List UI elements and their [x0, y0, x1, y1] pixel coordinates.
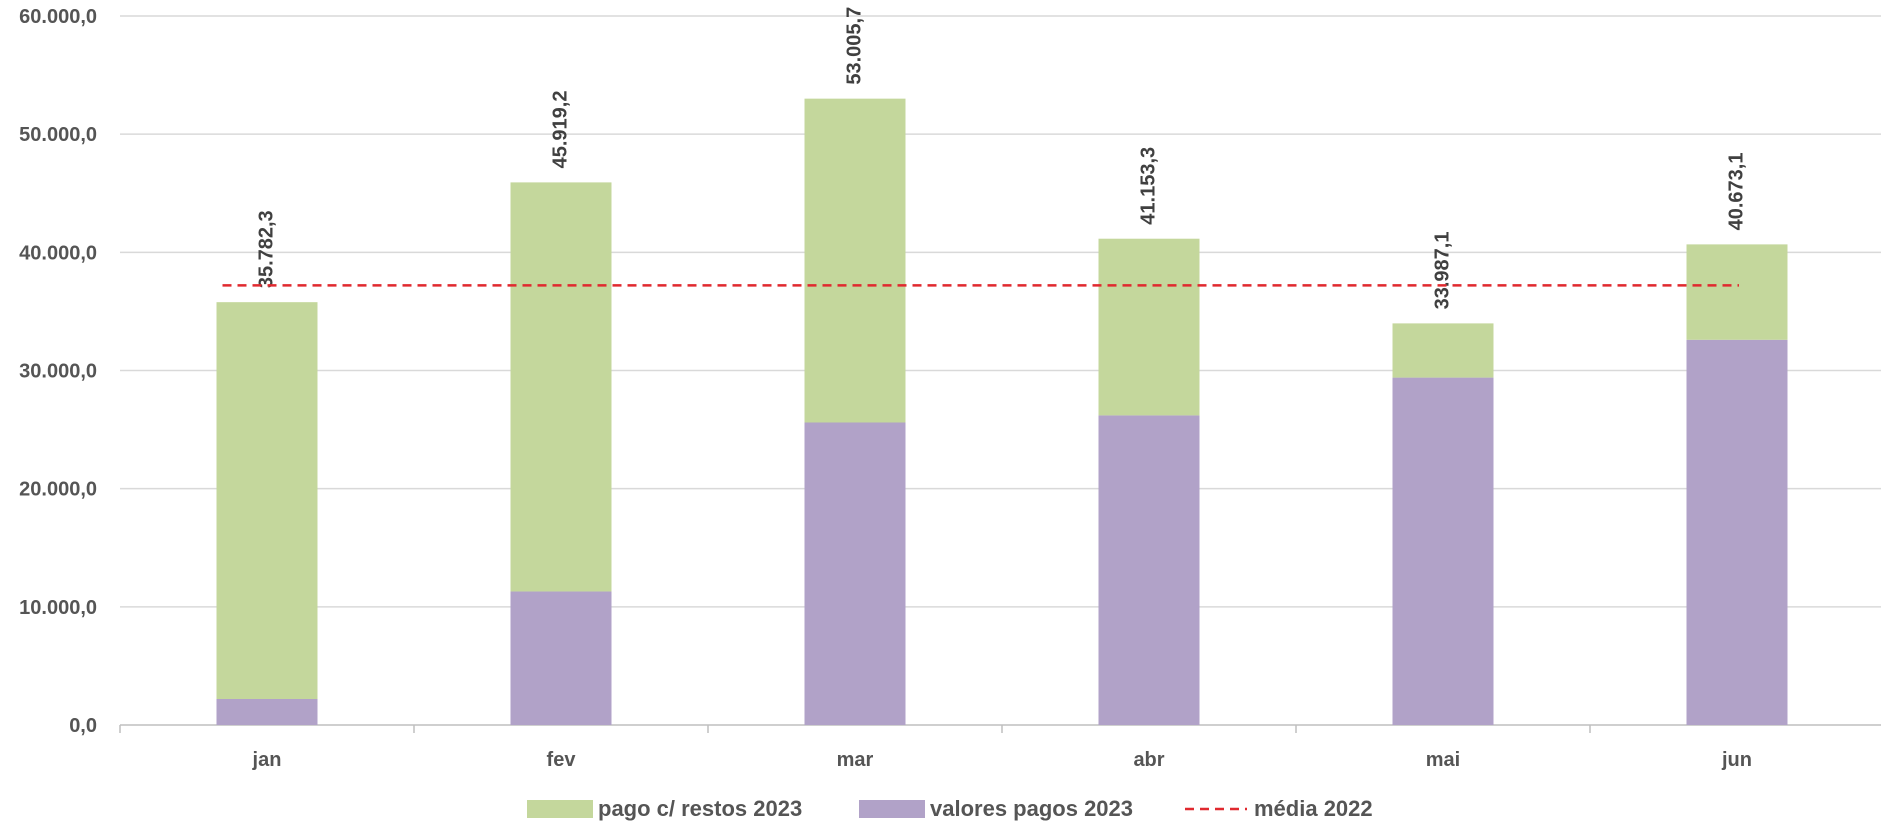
y-tick-label: 0,0: [69, 715, 97, 737]
bar-segment-valores-pagos: [510, 591, 612, 725]
legend-swatch: [527, 800, 593, 818]
y-tick-label: 30.000,0: [19, 361, 97, 383]
x-tick-label: jun: [1721, 749, 1752, 771]
bar-segment-pago-restos: [1392, 323, 1494, 378]
y-tick-label: 10.000,0: [19, 597, 97, 619]
bar-segment-pago-restos: [804, 98, 906, 423]
bar-segment-pago-restos: [1686, 244, 1788, 340]
y-tick-label: 40.000,0: [19, 242, 97, 264]
x-tick-label: fev: [547, 749, 577, 771]
x-tick-label: jan: [252, 749, 282, 771]
bar-segment-valores-pagos: [216, 699, 318, 725]
bar-segment-valores-pagos: [804, 422, 906, 725]
data-label: 33.987,1: [1431, 232, 1453, 310]
data-label: 53.005,7: [843, 7, 865, 85]
legend-label: valores pagos 2023: [930, 796, 1133, 821]
data-label: 35.782,3: [255, 210, 277, 288]
y-tick-label: 20.000,0: [19, 479, 97, 501]
y-tick-label: 50.000,0: [19, 124, 97, 146]
data-label: 45.919,2: [549, 91, 571, 169]
x-tick-label: mai: [1426, 749, 1460, 771]
bar-segment-pago-restos: [1098, 238, 1200, 416]
legend-label: pago c/ restos 2023: [598, 796, 802, 821]
x-tick-label: mar: [837, 749, 874, 771]
bar-segment-pago-restos: [216, 302, 318, 700]
x-tick-label: abr: [1133, 749, 1164, 771]
data-label: 40.673,1: [1725, 153, 1747, 231]
data-label: 41.153,3: [1137, 147, 1159, 225]
bar-segment-valores-pagos: [1686, 339, 1788, 725]
bar-segment-valores-pagos: [1098, 415, 1200, 725]
y-tick-label: 60.000,0: [19, 6, 97, 28]
legend-swatch: [859, 800, 925, 818]
bar-segment-valores-pagos: [1392, 377, 1494, 725]
legend-label: média 2022: [1254, 796, 1373, 821]
bar-segment-pago-restos: [510, 182, 612, 592]
